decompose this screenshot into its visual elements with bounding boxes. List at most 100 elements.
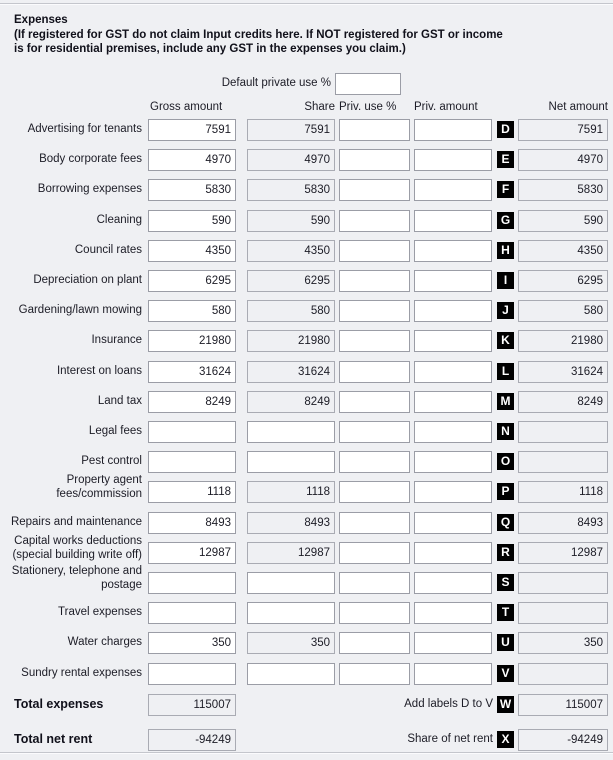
priv-use-pct-input-d[interactable] bbox=[339, 119, 410, 141]
row-label-line: Pest control bbox=[81, 455, 142, 467]
priv-amount-input-v[interactable] bbox=[414, 663, 492, 685]
row-label-v: Sundry rental expenses bbox=[4, 667, 142, 681]
priv-use-pct-input-n[interactable] bbox=[339, 421, 410, 443]
label-tag-q: Q bbox=[497, 514, 514, 531]
priv-amount-input-n[interactable] bbox=[414, 421, 492, 443]
gross-amount-input-g[interactable] bbox=[148, 210, 236, 232]
gross-amount-input-o[interactable] bbox=[148, 451, 236, 473]
label-tag-n: N bbox=[497, 423, 514, 440]
share-input-o[interactable] bbox=[247, 451, 335, 473]
gross-amount-input-f[interactable] bbox=[148, 179, 236, 201]
gross-amount-input-p[interactable] bbox=[148, 481, 236, 503]
gross-amount-input-k[interactable] bbox=[148, 330, 236, 352]
priv-amount-input-k[interactable] bbox=[414, 330, 492, 352]
gross-amount-input-r[interactable] bbox=[148, 542, 236, 564]
priv-use-pct-input-p[interactable] bbox=[339, 481, 410, 503]
priv-use-pct-input-m[interactable] bbox=[339, 391, 410, 413]
gross-amount-input-s[interactable] bbox=[148, 572, 236, 594]
priv-use-pct-input-k[interactable] bbox=[339, 330, 410, 352]
column-header-priv-use-pct: Priv. use % bbox=[339, 101, 397, 113]
gross-amount-input-n[interactable] bbox=[148, 421, 236, 443]
priv-amount-input-q[interactable] bbox=[414, 512, 492, 534]
priv-use-pct-input-s[interactable] bbox=[339, 572, 410, 594]
label-tag-h: H bbox=[497, 242, 514, 259]
row-label-line: (special building write off) bbox=[12, 548, 142, 561]
row-label-line: Capital works deductions bbox=[14, 535, 142, 547]
priv-use-pct-input-v[interactable] bbox=[339, 663, 410, 685]
priv-amount-input-d[interactable] bbox=[414, 119, 492, 141]
gross-amount-input-u[interactable] bbox=[148, 632, 236, 654]
gross-amount-input-d[interactable] bbox=[148, 119, 236, 141]
priv-use-pct-input-t[interactable] bbox=[339, 602, 410, 624]
priv-amount-input-e[interactable] bbox=[414, 149, 492, 171]
priv-use-pct-input-r[interactable] bbox=[339, 542, 410, 564]
gross-amount-input-e[interactable] bbox=[148, 149, 236, 171]
priv-use-pct-input-u[interactable] bbox=[339, 632, 410, 654]
row-label-q: Repairs and maintenance bbox=[4, 516, 142, 530]
priv-use-pct-input-l[interactable] bbox=[339, 361, 410, 383]
priv-amount-input-p[interactable] bbox=[414, 481, 492, 503]
label-tag-t: T bbox=[497, 604, 514, 621]
priv-amount-input-s[interactable] bbox=[414, 572, 492, 594]
priv-amount-input-j[interactable] bbox=[414, 300, 492, 322]
label-tag-g: G bbox=[497, 212, 514, 229]
priv-use-pct-input-g[interactable] bbox=[339, 210, 410, 232]
priv-use-pct-input-j[interactable] bbox=[339, 300, 410, 322]
net-amount-input-s bbox=[518, 572, 608, 594]
row-label-line: Council rates bbox=[74, 244, 142, 256]
label-tag-j: J bbox=[497, 302, 514, 319]
row-label-f: Borrowing expenses bbox=[4, 183, 142, 197]
priv-use-pct-input-i[interactable] bbox=[339, 270, 410, 292]
row-label-line: Repairs and maintenance bbox=[10, 516, 142, 528]
share-input-j bbox=[247, 300, 335, 322]
row-label-i: Depreciation on plant bbox=[4, 274, 142, 288]
label-tag-v: V bbox=[497, 665, 514, 682]
gross-amount-input-v[interactable] bbox=[148, 663, 236, 685]
priv-use-pct-input-f[interactable] bbox=[339, 179, 410, 201]
default-private-use-input[interactable] bbox=[335, 73, 401, 95]
net-amount-input-m bbox=[518, 391, 608, 413]
row-label-u: Water charges bbox=[4, 636, 142, 650]
row-label-g: Cleaning bbox=[4, 214, 142, 228]
share-input-s[interactable] bbox=[247, 572, 335, 594]
label-tag-i: I bbox=[497, 272, 514, 289]
bottom-divider bbox=[0, 752, 613, 754]
row-label-p: Property agent fees/commission bbox=[4, 474, 142, 501]
priv-amount-input-m[interactable] bbox=[414, 391, 492, 413]
net-amount-input-r bbox=[518, 542, 608, 564]
priv-amount-input-r[interactable] bbox=[414, 542, 492, 564]
gross-amount-input-i[interactable] bbox=[148, 270, 236, 292]
gross-amount-input-h[interactable] bbox=[148, 240, 236, 262]
total-expenses-value bbox=[148, 694, 236, 716]
priv-amount-input-t[interactable] bbox=[414, 602, 492, 624]
priv-amount-input-g[interactable] bbox=[414, 210, 492, 232]
priv-use-pct-input-e[interactable] bbox=[339, 149, 410, 171]
row-label-line: Body corporate fees bbox=[39, 153, 142, 165]
priv-amount-input-o[interactable] bbox=[414, 451, 492, 473]
priv-amount-input-f[interactable] bbox=[414, 179, 492, 201]
net-amount-input-g bbox=[518, 210, 608, 232]
share-input-v[interactable] bbox=[247, 663, 335, 685]
label-tag-u: U bbox=[497, 634, 514, 651]
share-input-f bbox=[247, 179, 335, 201]
priv-use-pct-input-q[interactable] bbox=[339, 512, 410, 534]
gross-amount-input-j[interactable] bbox=[148, 300, 236, 322]
gross-amount-input-l[interactable] bbox=[148, 361, 236, 383]
row-label-line: fees/commission bbox=[56, 487, 142, 500]
priv-use-pct-input-h[interactable] bbox=[339, 240, 410, 262]
priv-use-pct-input-o[interactable] bbox=[339, 451, 410, 473]
label-tag-r: R bbox=[497, 544, 514, 561]
gross-amount-input-t[interactable] bbox=[148, 602, 236, 624]
share-input-t[interactable] bbox=[247, 602, 335, 624]
default-private-use-label: Default private use % bbox=[221, 77, 331, 89]
priv-amount-input-h[interactable] bbox=[414, 240, 492, 262]
share-input-n[interactable] bbox=[247, 421, 335, 443]
priv-amount-input-u[interactable] bbox=[414, 632, 492, 654]
gross-amount-input-q[interactable] bbox=[148, 512, 236, 534]
row-label-line: Travel expenses bbox=[58, 606, 142, 618]
priv-amount-input-l[interactable] bbox=[414, 361, 492, 383]
section-title: Expenses bbox=[14, 14, 68, 26]
row-label-h: Council rates bbox=[4, 244, 142, 258]
gross-amount-input-m[interactable] bbox=[148, 391, 236, 413]
priv-amount-input-i[interactable] bbox=[414, 270, 492, 292]
